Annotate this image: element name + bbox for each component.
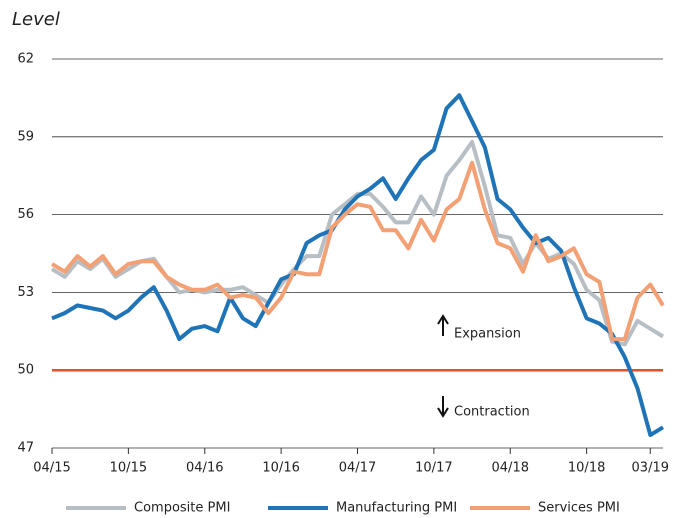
arrow-down <box>437 396 449 418</box>
y-axis-label: Level <box>12 9 60 30</box>
legend-label: Services PMI <box>538 501 620 516</box>
y-tick-label: 59 <box>17 129 34 144</box>
x-tick-label: 03/19 <box>632 461 669 476</box>
x-tick-label: 10/15 <box>110 461 147 476</box>
series-line <box>51 93 665 437</box>
y-tick-label: 53 <box>17 285 34 300</box>
y-tick-label: 47 <box>17 441 34 456</box>
series-line <box>50 140 665 347</box>
y-tick-label: 62 <box>17 52 34 67</box>
series-line <box>50 160 665 342</box>
legend-label: Composite PMI <box>134 501 230 516</box>
x-tick-label: 04/15 <box>33 461 70 476</box>
x-tick-label: 04/18 <box>492 461 529 476</box>
x-tick-label: 10/17 <box>415 461 452 476</box>
legend-label: Manufacturing PMI <box>336 501 457 516</box>
x-tick-label: 04/16 <box>186 461 223 476</box>
x-tick-label: 10/18 <box>568 461 605 476</box>
y-tick-label: 56 <box>17 207 34 222</box>
annotation: Contraction <box>454 405 530 420</box>
annotation: Expansion <box>454 327 521 342</box>
y-tick-label: 50 <box>17 363 34 378</box>
x-tick-label: 04/17 <box>339 461 376 476</box>
x-tick-label: 10/16 <box>262 461 299 476</box>
arrow-up <box>437 314 449 336</box>
